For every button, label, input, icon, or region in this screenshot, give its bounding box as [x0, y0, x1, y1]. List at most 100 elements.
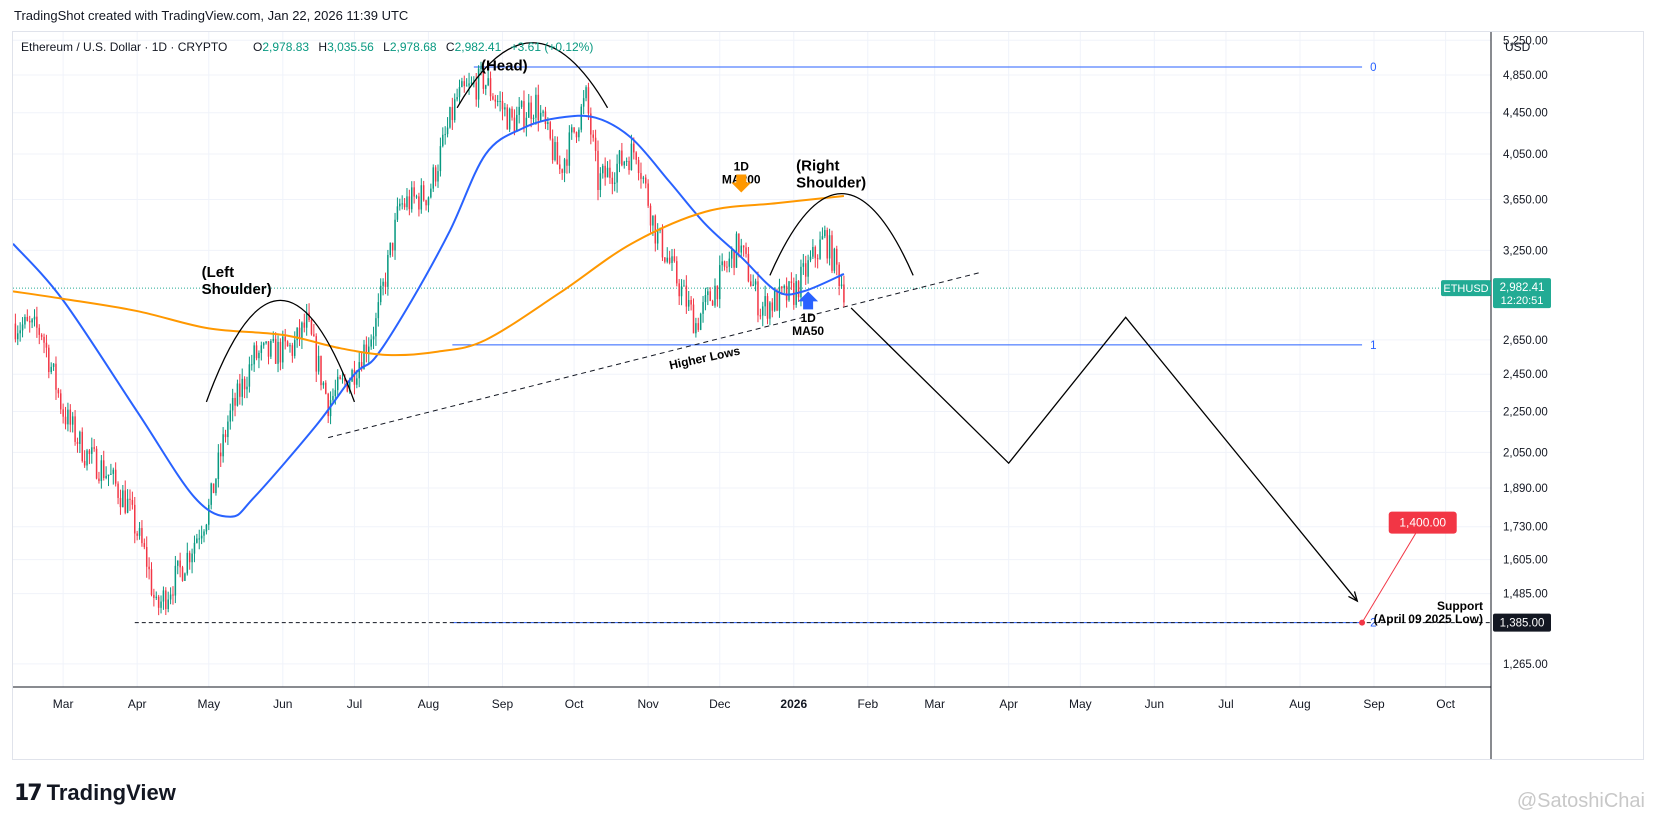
- candle-body: [609, 167, 611, 178]
- candle: [396, 197, 399, 223]
- candle-body: [554, 142, 556, 161]
- candle: [649, 203, 652, 233]
- candle: [196, 533, 198, 544]
- candle: [683, 279, 685, 287]
- candle-body: [105, 475, 107, 478]
- candle-body: [551, 138, 554, 161]
- candle-body: [272, 338, 275, 341]
- candle-body: [365, 344, 368, 355]
- candle: [702, 295, 704, 323]
- candle-body: [28, 320, 31, 323]
- candle-body: [48, 347, 50, 373]
- candle-body: [160, 601, 162, 608]
- target-price-tag[interactable]: [1388, 511, 1457, 534]
- candle-body: [723, 261, 726, 267]
- candle-body: [764, 296, 766, 307]
- candle: [661, 224, 664, 262]
- candle-body: [336, 376, 339, 391]
- candle: [377, 293, 380, 327]
- candle: [138, 521, 141, 540]
- candle: [745, 242, 747, 258]
- symbol-tag[interactable]: [1441, 280, 1491, 297]
- support-price-tag[interactable]: [1493, 613, 1551, 632]
- candle: [685, 275, 688, 314]
- candle: [785, 277, 788, 308]
- candle-body: [191, 553, 193, 563]
- candle: [465, 78, 468, 87]
- candle: [105, 466, 107, 480]
- candle-body: [559, 164, 561, 170]
- candle: [616, 154, 618, 193]
- candle-body: [110, 473, 112, 475]
- candle-body: [566, 159, 568, 166]
- candle-body: [683, 285, 685, 287]
- candle-body: [138, 528, 141, 536]
- candle: [804, 255, 807, 285]
- candle: [439, 137, 442, 177]
- candle-body: [769, 302, 771, 319]
- symbol-tag-label: ETHUSD: [1443, 283, 1488, 295]
- currency-label[interactable]: USD: [1505, 40, 1531, 54]
- candle-body: [776, 291, 778, 311]
- candle: [98, 471, 100, 484]
- candle: [573, 127, 575, 134]
- candle: [313, 323, 315, 337]
- candle-body: [294, 340, 296, 356]
- candle-body: [759, 315, 762, 317]
- candle-body: [745, 247, 747, 254]
- candle: [298, 319, 301, 347]
- symbol-name[interactable]: Ethereum / U.S. Dollar · 1D · CRYPTO: [21, 40, 227, 54]
- candle-body: [348, 381, 351, 392]
- candle: [716, 285, 719, 307]
- candle: [599, 167, 602, 198]
- candle: [527, 93, 530, 118]
- candle: [382, 278, 384, 296]
- candle: [496, 95, 499, 107]
- time-tick-label: Apr: [128, 697, 147, 711]
- candle-body: [477, 68, 480, 100]
- target-price-label: 1,400.00: [1399, 516, 1446, 530]
- candle-body: [52, 363, 55, 367]
- time-tick-label: Aug: [418, 697, 439, 711]
- candle: [102, 450, 105, 481]
- candle-body: [356, 378, 358, 385]
- annotation-line: 1D: [734, 160, 750, 174]
- candle-body: [45, 342, 48, 348]
- candle-body: [470, 82, 473, 84]
- candle: [81, 427, 83, 463]
- candle-body: [155, 596, 158, 598]
- candle: [587, 82, 590, 121]
- candle-body: [19, 330, 21, 334]
- price-tick-label: 1,890.00: [1503, 483, 1548, 495]
- candle-body: [33, 316, 36, 320]
- price-tick-label: 1,265.00: [1503, 659, 1548, 671]
- candle: [463, 75, 466, 93]
- candle-body: [40, 334, 43, 337]
- candle-body: [807, 260, 809, 277]
- ohlc-values: O2,978.83 H3,035.56 L2,978.68 C2,982.41 …: [253, 40, 593, 54]
- candle: [451, 97, 454, 130]
- candle-body: [372, 336, 375, 340]
- candle: [267, 341, 270, 365]
- candle-body: [157, 596, 160, 608]
- candle-body: [384, 281, 387, 287]
- candle-body: [270, 340, 272, 357]
- candle: [265, 341, 267, 345]
- candle-body: [198, 538, 200, 540]
- candle: [814, 245, 817, 268]
- fib-level-label: 0: [1370, 62, 1376, 74]
- candle-body: [62, 409, 64, 417]
- price-tick-label: 1,730.00: [1503, 522, 1548, 534]
- current-price-tag[interactable]: [1493, 278, 1551, 309]
- candle-body: [284, 336, 286, 342]
- price-chart[interactable]: 012 (Left Shoulder)(Head)(Right Shoulder)1…: [13, 32, 1643, 759]
- candle: [504, 102, 506, 117]
- tradingview-logo[interactable]: 17 TradingView: [14, 780, 176, 806]
- candle-body: [143, 543, 146, 548]
- candle: [231, 388, 234, 422]
- time-tick-label: 2026: [780, 697, 807, 711]
- candle-body: [434, 167, 437, 182]
- candle: [726, 260, 728, 273]
- candle: [403, 197, 406, 210]
